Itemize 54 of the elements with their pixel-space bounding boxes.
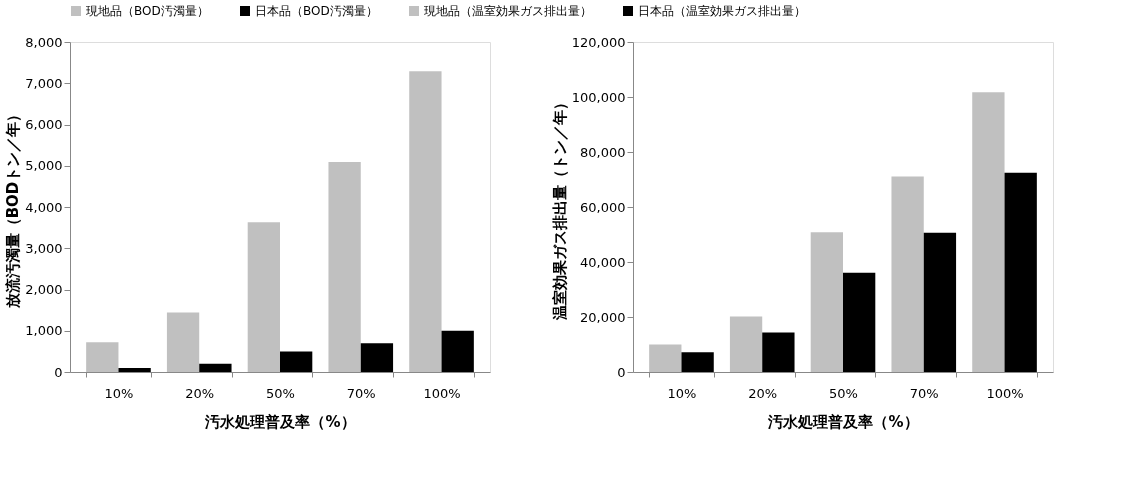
x-tick-label: 100% bbox=[986, 385, 1024, 401]
bar bbox=[843, 272, 876, 372]
bar bbox=[166, 312, 200, 372]
x-tick-label: 20% bbox=[748, 385, 778, 401]
x-tick-label: 70% bbox=[346, 385, 376, 401]
bar bbox=[86, 342, 119, 372]
bar bbox=[729, 316, 763, 372]
bar bbox=[649, 344, 682, 372]
bar bbox=[199, 363, 232, 372]
y-tick-label: 60,000 bbox=[580, 199, 626, 215]
bar bbox=[118, 367, 151, 372]
x-tick-label: 100% bbox=[423, 385, 461, 401]
x-tick-label: 10% bbox=[104, 385, 134, 401]
y-tick-label: 6,000 bbox=[25, 117, 63, 132]
x-tick-label: 70% bbox=[909, 385, 939, 401]
y-axis-title: 放流汚濁量（BODトン／年） bbox=[4, 106, 23, 310]
bar bbox=[891, 176, 924, 372]
x-tick-label: 50% bbox=[829, 385, 858, 401]
legend-label: 日本品（BOD汚濁量） bbox=[255, 4, 378, 18]
x-tick-label: 50% bbox=[266, 385, 295, 401]
x-axis-title: 汚水処理普及率（%） bbox=[767, 412, 919, 431]
x-axis-title: 汚水処理普及率（%） bbox=[204, 412, 356, 431]
legend-label: 現地品（BOD汚濁量） bbox=[86, 4, 209, 18]
bar bbox=[923, 232, 957, 372]
bar bbox=[247, 222, 280, 372]
y-tick-label: 40,000 bbox=[580, 254, 626, 270]
y-tick-label: 5,000 bbox=[25, 158, 63, 174]
bar bbox=[810, 232, 843, 372]
bar bbox=[280, 351, 313, 372]
y-tick-label: 3,000 bbox=[25, 240, 63, 256]
bar bbox=[409, 71, 442, 372]
y-tick-label: 120,000 bbox=[571, 34, 626, 50]
y-axis-title: 温室効果ガス排出量（トン／年） bbox=[550, 95, 569, 321]
bar bbox=[1004, 172, 1037, 372]
x-tick-label: 20% bbox=[185, 385, 215, 401]
y-tick-label: 0 bbox=[54, 364, 63, 380]
y-tick-label: 2,000 bbox=[25, 282, 63, 297]
legend-label: 日本品（温室効果ガス排出量） bbox=[638, 4, 806, 18]
y-tick-label: 20,000 bbox=[580, 309, 626, 325]
y-tick-label: 8,000 bbox=[25, 34, 63, 50]
x-tick-label: 10% bbox=[667, 385, 697, 401]
y-tick-label: 100,000 bbox=[571, 89, 626, 105]
bar bbox=[328, 162, 361, 372]
bar bbox=[762, 332, 795, 372]
bar bbox=[681, 352, 714, 372]
y-tick-label: 80,000 bbox=[580, 144, 626, 160]
bar bbox=[441, 330, 474, 372]
bar bbox=[972, 92, 1005, 372]
legend-label: 現地品（温室効果ガス排出量） bbox=[424, 4, 592, 18]
y-tick-label: 1,000 bbox=[25, 323, 63, 339]
y-tick-label: 4,000 bbox=[25, 199, 63, 215]
y-tick-label: 0 bbox=[617, 364, 626, 380]
bar bbox=[360, 343, 394, 372]
y-tick-label: 7,000 bbox=[25, 75, 63, 91]
